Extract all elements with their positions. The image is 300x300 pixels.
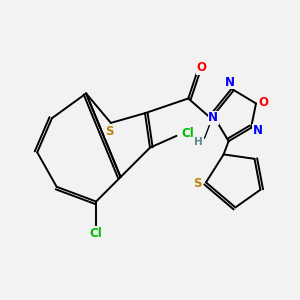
Text: O: O: [196, 61, 206, 74]
Text: O: O: [258, 95, 268, 109]
Text: N: N: [253, 124, 262, 137]
Text: H: H: [194, 137, 203, 147]
Text: Cl: Cl: [181, 127, 194, 140]
Text: N: N: [208, 111, 218, 124]
Text: N: N: [225, 76, 235, 89]
Text: Cl: Cl: [90, 227, 103, 240]
Text: S: S: [105, 125, 114, 138]
Text: S: S: [194, 177, 202, 190]
